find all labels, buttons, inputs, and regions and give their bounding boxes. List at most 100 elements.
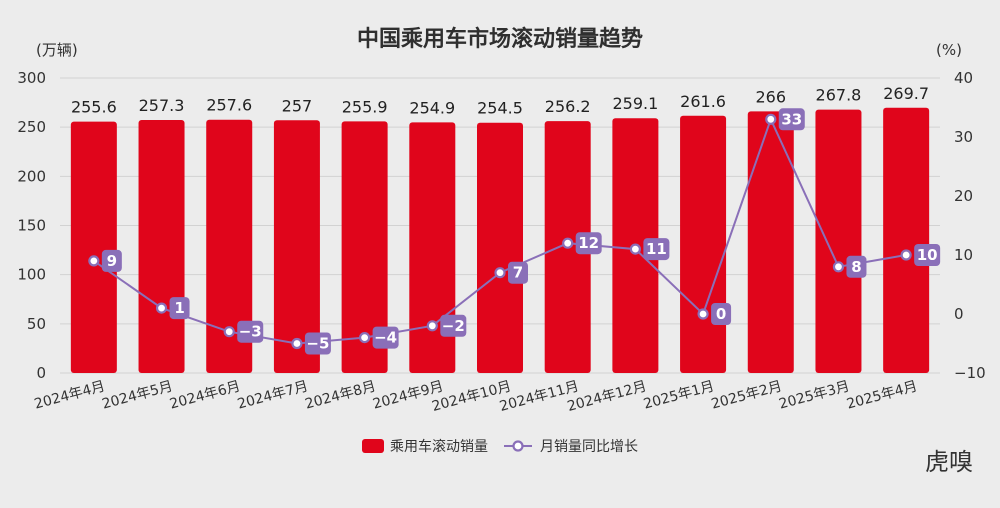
left-tick-label: 200 — [17, 167, 46, 185]
bar-value-label: 266 — [755, 87, 786, 106]
right-tick-label: 40 — [954, 69, 973, 87]
x-tick-label: 2024年8月 — [303, 378, 377, 412]
line-value-label: 11 — [646, 240, 667, 258]
bar — [206, 119, 253, 374]
left-tick-label: 300 — [17, 69, 46, 87]
left-tick-label: 150 — [17, 217, 46, 235]
line-value-badge — [508, 261, 528, 284]
line-series: 9 1 −3 −5 −4 −2 7 12 11 0 33 8 10 — [88, 108, 941, 355]
bar — [409, 122, 456, 374]
line-value-label: 10 — [917, 246, 938, 264]
line-point — [832, 261, 845, 273]
x-tick-label: 2024年4月 — [33, 378, 107, 412]
bar — [70, 121, 117, 373]
bar — [341, 121, 388, 374]
bar-value-label: 255.6 — [71, 98, 117, 117]
x-tick-label: 2025年4月 — [845, 378, 919, 412]
bar-value-label: 256.2 — [545, 97, 591, 116]
line-value-badge — [846, 255, 867, 278]
left-tick-label: 250 — [17, 118, 46, 136]
left-tick-label: 50 — [27, 315, 46, 333]
x-tick-label: 2024年7月 — [236, 378, 310, 412]
line-value-label: −2 — [442, 317, 465, 335]
x-tick-label: 2025年1月 — [642, 378, 716, 412]
legend-line-label: 月销量同比增长 — [540, 439, 638, 455]
line-value-label: 1 — [174, 299, 184, 317]
line-point — [562, 237, 574, 249]
line-value-label: 8 — [851, 258, 861, 276]
line-point — [629, 243, 641, 255]
line-value-badge — [237, 320, 264, 343]
x-tick-label: 2025年2月 — [710, 378, 784, 412]
bar-value-label: 257 — [282, 96, 313, 115]
line-point — [765, 113, 777, 125]
line-value-label: 12 — [578, 234, 599, 252]
bar-value-label: 269.7 — [883, 84, 929, 103]
x-tick-label: 2024年6月 — [168, 378, 242, 412]
line-value-badge — [711, 303, 732, 325]
bar — [273, 120, 320, 374]
legend-bar-label: 乘用车滚动销量 — [390, 438, 488, 455]
line-value-badge — [778, 108, 805, 131]
legend-line-marker — [512, 440, 524, 452]
line-point — [155, 302, 168, 314]
bar-value-label: 257.3 — [139, 96, 185, 115]
line-value-badge — [304, 332, 331, 355]
chart-title: 中国乘用车市场滚动销量趋势 — [357, 26, 643, 52]
bar-series — [70, 107, 930, 374]
line-value-badge — [169, 297, 190, 320]
bar — [477, 122, 523, 373]
bar — [883, 107, 930, 374]
x-tick-label: 2025年3月 — [777, 378, 851, 412]
right-tick-label: 30 — [954, 128, 973, 146]
line-point — [88, 255, 100, 267]
line-point — [426, 320, 438, 332]
line-value-badge — [372, 326, 399, 349]
line-point — [359, 332, 371, 344]
line-value-label: −4 — [374, 329, 397, 347]
right-tick-label: 0 — [954, 305, 964, 323]
bar-value-label: 267.8 — [816, 86, 862, 105]
x-axis-ticks: 2024年4月2024年5月2024年6月2024年7月2024年8月2024年… — [33, 378, 920, 415]
line-value-badge — [575, 232, 602, 255]
x-tick-label: 2024年5月 — [100, 378, 174, 412]
bar — [138, 119, 185, 373]
line-value-badge — [914, 244, 941, 266]
line-value-label: 9 — [107, 252, 117, 270]
line-value-label: −3 — [239, 323, 262, 341]
line-value-badge — [440, 314, 467, 337]
bar-value-label: 255.9 — [342, 97, 388, 116]
bar — [680, 115, 727, 373]
right-tick-label: 20 — [954, 187, 973, 205]
legend-bar-swatch — [362, 439, 384, 453]
bar-value-label: 261.6 — [680, 92, 726, 111]
left-axis-ticks: 0 50 100 150 200 250 300 — [17, 69, 46, 382]
bar-data-labels: 255.6 257.3 257.6 257 255.9 254.9 254.5 256.2 25… — [71, 84, 929, 118]
bar — [815, 109, 862, 373]
brand-logo: 虎嗅 — [925, 448, 973, 476]
line-point — [900, 249, 912, 261]
bar-value-label: 254.5 — [477, 99, 523, 118]
right-tick-label: −10 — [954, 364, 986, 382]
line-value-label: 7 — [513, 264, 523, 282]
right-axis-ticks: −10 0 10 20 30 40 — [954, 69, 986, 382]
line-point — [494, 267, 506, 279]
bar-value-label: 259.1 — [612, 94, 658, 113]
bar — [747, 111, 794, 373]
line-value-label: 33 — [781, 110, 802, 128]
line-point — [291, 337, 303, 350]
bar-value-label: 257.6 — [206, 96, 252, 115]
line-value-label: −5 — [306, 335, 329, 353]
left-axis-unit: (万辆) — [36, 41, 78, 59]
legend: 乘用车滚动销量 月销量同比增长 — [362, 438, 638, 455]
line-value-badge — [643, 238, 670, 261]
line-point — [697, 308, 709, 320]
right-tick-label: 10 — [954, 246, 973, 264]
left-tick-label: 0 — [36, 364, 46, 382]
line-value-badge — [101, 249, 122, 272]
line-value-label: 0 — [716, 305, 726, 323]
bar-value-label: 254.9 — [409, 98, 455, 117]
right-axis-unit: (%) — [936, 41, 962, 59]
left-tick-label: 100 — [17, 266, 46, 284]
